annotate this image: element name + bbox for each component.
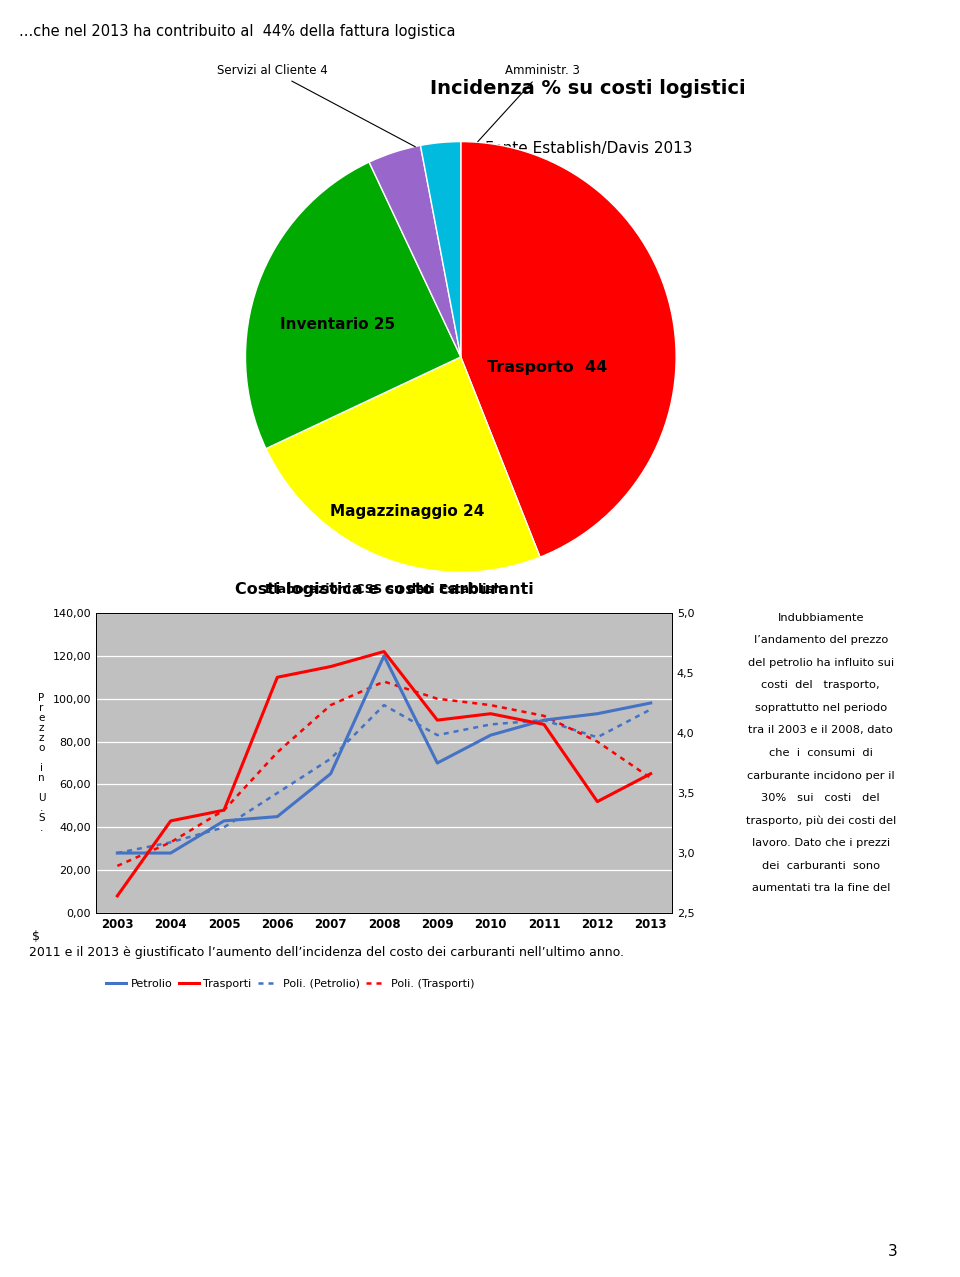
Title: Costi logistica e costo carburanti: Costi logistica e costo carburanti	[234, 581, 534, 596]
Legend: Petrolio, Trasporti, Poli. (Petrolio), Poli. (Trasporti): Petrolio, Trasporti, Poli. (Petrolio), P…	[102, 974, 479, 994]
Text: dei  carburanti  sono: dei carburanti sono	[761, 861, 880, 871]
Text: 30%   sui   costi   del: 30% sui costi del	[761, 793, 880, 803]
Text: Inventario 25: Inventario 25	[280, 317, 396, 332]
Wedge shape	[246, 162, 461, 448]
Text: Magazzinaggio 24: Magazzinaggio 24	[330, 504, 484, 520]
Text: 2011 e il 2013 è giustificato l’aumento dell’incidenza del costo dei carburanti : 2011 e il 2013 è giustificato l’aumento …	[29, 946, 624, 959]
Wedge shape	[369, 146, 461, 358]
Text: Indubbiamente: Indubbiamente	[778, 613, 864, 623]
Text: lavoro. Dato che i prezzi: lavoro. Dato che i prezzi	[752, 838, 890, 848]
Text: $: $	[32, 930, 39, 942]
Wedge shape	[420, 142, 461, 358]
Text: del petrolio ha influito sui: del petrolio ha influito sui	[748, 658, 894, 668]
Text: Incidenza % su costi logistici: Incidenza % su costi logistici	[430, 79, 746, 98]
Text: tra il 2003 e il 2008, dato: tra il 2003 e il 2008, dato	[749, 725, 893, 736]
Text: Trasporto  44: Trasporto 44	[487, 360, 607, 375]
Text: Amministr. 3: Amministr. 3	[478, 64, 580, 142]
Text: trasporto, più dei costi del: trasporto, più dei costi del	[746, 816, 896, 826]
Text: Elaborazioni CSS su dati Establish: Elaborazioni CSS su dati Establish	[265, 584, 503, 596]
Text: l’andamento del prezzo: l’andamento del prezzo	[754, 636, 888, 645]
Text: 3: 3	[888, 1244, 898, 1259]
Text: Servizi al Cliente 4: Servizi al Cliente 4	[217, 64, 416, 147]
Text: soprattutto nel periodo: soprattutto nel periodo	[755, 702, 887, 713]
Text: che  i  consumi  di: che i consumi di	[769, 748, 873, 759]
Y-axis label: P
r
e
z
z
o
 
i
n
 
U
.
S
.: P r e z z o i n U . S .	[37, 693, 45, 833]
Text: ...che nel 2013 ha contribuito al  44% della fattura logistica: ...che nel 2013 ha contribuito al 44% de…	[19, 24, 455, 40]
Wedge shape	[266, 358, 540, 572]
Wedge shape	[461, 142, 676, 557]
Text: costi  del   trasporto,: costi del trasporto,	[761, 681, 880, 691]
Text: Fonte Establish/Davis 2013: Fonte Establish/Davis 2013	[485, 142, 692, 156]
Text: aumentati tra la fine del: aumentati tra la fine del	[752, 884, 890, 893]
Text: carburante incidono per il: carburante incidono per il	[747, 770, 895, 780]
